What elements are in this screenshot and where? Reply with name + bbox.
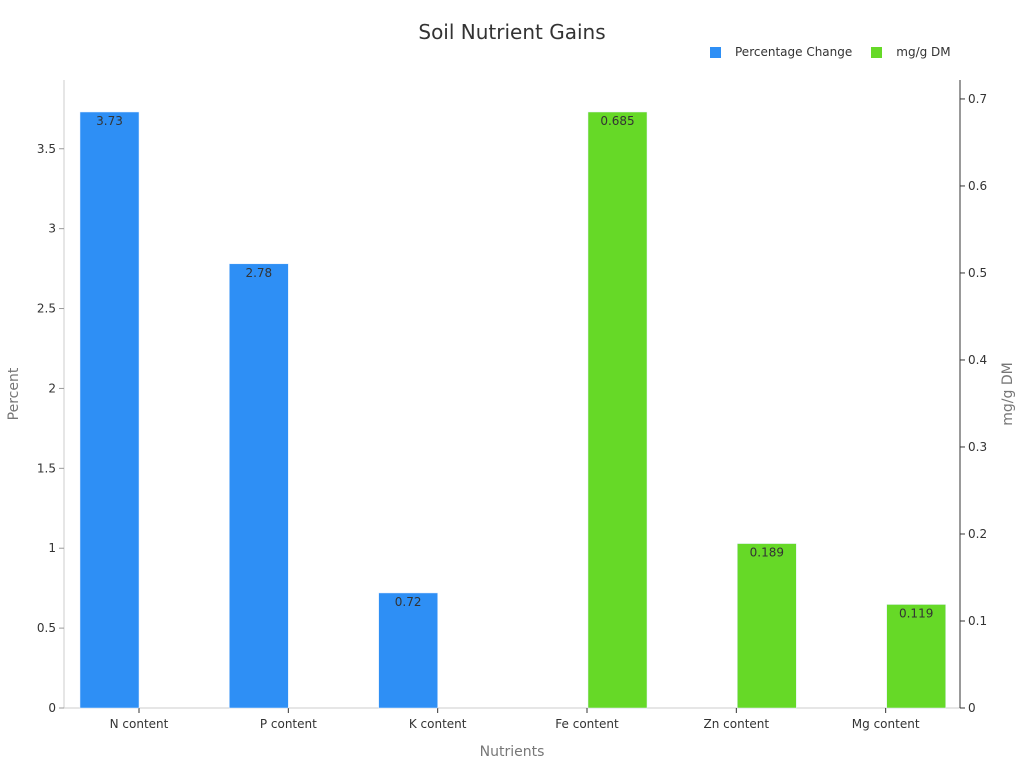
y2-tick-label: 0.1 [968,614,987,628]
x-tick-label: N content [110,717,169,731]
x-tick-label: K content [409,717,467,731]
y2-tick-label: 0.5 [968,266,987,280]
y2-tick-label: 0.7 [968,92,987,106]
bar-mg-content[interactable] [886,604,946,709]
bar-zn-content[interactable] [737,543,797,709]
legend-label: mg/g DM [896,45,951,59]
y2-tick-label: 0.6 [968,179,987,193]
bar-value-label: 0.189 [750,546,784,560]
bar-fe-content[interactable] [587,111,648,709]
bar-n-content[interactable] [79,111,140,709]
legend-item-mg-g-dm[interactable]: mg/g DM [871,45,951,59]
bar-value-label: 2.78 [245,266,272,280]
chart-title: Soil Nutrient Gains [418,20,606,44]
bar-p-content[interactable] [229,263,289,709]
x-tick-label: Mg content [852,717,920,731]
x-axis-title: Nutrients [480,744,545,760]
y-tick-label: 3.5 [37,142,56,156]
x-tick-label: P content [260,717,317,731]
y-tick-label: 2.5 [37,302,56,316]
legend-label: Percentage Change [735,45,853,59]
bar-value-label: 3.73 [96,114,123,128]
y2-tick-label: 0.3 [968,440,987,454]
y2-tick-label: 0 [968,701,976,715]
y-tick-label: 1.5 [37,461,56,475]
legend-item-percentage-change[interactable]: Percentage Change [710,45,852,59]
bar-value-label: 0.119 [899,606,933,620]
y-tick-label: 0.5 [37,621,56,635]
legend-swatch-icon [710,46,721,58]
y-axis-title: Percent [6,367,22,420]
y-tick-label: 0 [48,701,56,715]
legend-swatch-icon [871,46,883,58]
x-tick-label: Fe content [555,717,619,731]
y2-tick-label: 0.4 [968,353,987,367]
bar-value-label: 0.72 [395,595,422,609]
legend: Percentage Change mg/g DM [710,45,970,59]
y-tick-label: 3 [48,222,56,236]
y-tick-label: 2 [48,381,56,395]
y-tick-label: 1 [48,541,56,555]
bar-value-label: 0.685 [600,114,634,128]
y2-tick-label: 0.2 [968,527,987,541]
x-tick-label: Zn content [704,717,770,731]
bar-k-content[interactable] [378,592,438,709]
y2-axis-title: mg/g DM [1000,362,1016,425]
